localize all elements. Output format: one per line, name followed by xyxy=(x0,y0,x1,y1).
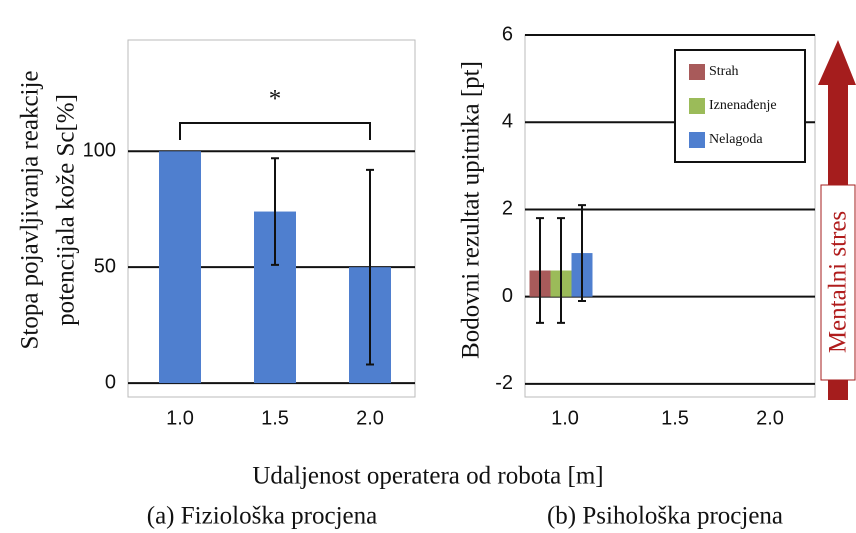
legend-label: Iznenađenje xyxy=(709,98,777,113)
y-axis-label: potencijala kože Sc[%] xyxy=(53,94,80,326)
plot-frame xyxy=(127,39,416,398)
x-tick-label: 1.5 xyxy=(261,407,289,429)
significance-bracket xyxy=(179,122,371,140)
y-tick-label: 0 xyxy=(502,285,513,307)
error-bar xyxy=(557,217,565,324)
caption: (b) Psihološka procjena xyxy=(547,503,783,530)
x-tick-label: 2.0 xyxy=(356,407,384,429)
legend-swatch xyxy=(689,132,705,148)
y-tick-label: 50 xyxy=(94,255,116,277)
error-bar xyxy=(578,204,586,303)
x-axis-label: Udaljenost operatera od robota [m] xyxy=(252,463,603,490)
y-tick-label: 0 xyxy=(105,371,116,393)
error-bar xyxy=(536,217,544,324)
caption: (a) Fiziološka procjena xyxy=(147,503,377,530)
stress-label: Mentalni stres xyxy=(825,211,852,353)
error-bar xyxy=(366,168,374,366)
legend-label: Nelagoda xyxy=(709,132,763,147)
bar xyxy=(159,151,201,384)
x-tick-label: 1.5 xyxy=(661,407,689,429)
y-axis-label: Bodovni rezultat upitnika [pt] xyxy=(458,61,485,359)
y-tick-label: 100 xyxy=(83,140,116,162)
legend-swatch xyxy=(689,98,705,114)
error-bar xyxy=(271,157,279,266)
x-tick-label: 1.0 xyxy=(551,407,579,429)
significance-star: * xyxy=(269,86,282,113)
y-tick-label: 2 xyxy=(502,198,513,220)
legend-label: Strah xyxy=(709,64,739,79)
y-tick-label: 6 xyxy=(502,23,513,45)
y-tick-label: -2 xyxy=(495,372,513,394)
legend-swatch xyxy=(689,64,705,80)
y-tick-label: 4 xyxy=(502,111,513,133)
x-tick-label: 2.0 xyxy=(756,407,784,429)
stress-box xyxy=(820,184,856,381)
y-axis-label: Stopa pojavljivanja reakcije xyxy=(17,70,44,349)
x-tick-label: 1.0 xyxy=(166,407,194,429)
